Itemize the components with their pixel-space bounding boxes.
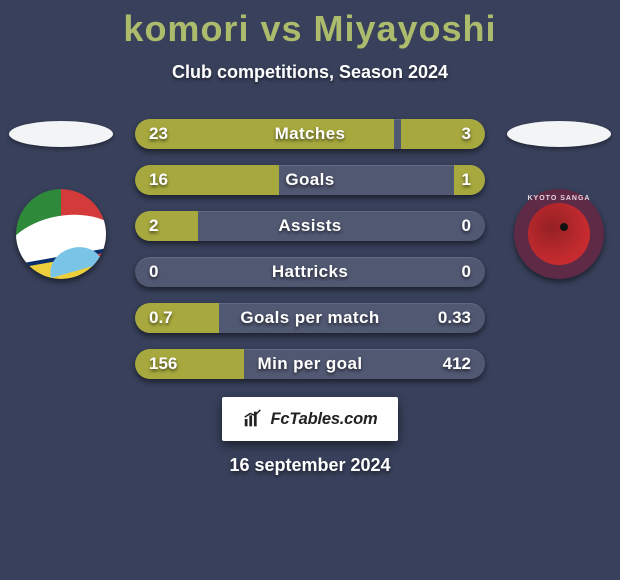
stat-label: Matches [275,124,346,144]
stat-value-right: 412 [443,354,471,374]
stat-fill-left [135,211,198,241]
stat-value-left: 2 [149,216,158,236]
chart-icon [242,408,264,430]
right-crest-inner [528,203,590,265]
stat-value-left: 156 [149,354,177,374]
stat-row: 0.7 Goals per match 0.33 [135,303,485,333]
stat-row: 2 Assists 0 [135,211,485,241]
right-player-col: KYOTO SANGA [504,119,614,279]
infographic-root: komori vs Miyayoshi Club competitions, S… [0,0,620,476]
stat-label: Hattricks [272,262,348,282]
stat-value-right: 0.33 [438,308,471,328]
stat-row: 16 Goals 1 [135,165,485,195]
stat-value-left: 0.7 [149,308,173,328]
stat-row: 23 Matches 3 [135,119,485,149]
left-player-col [6,119,116,279]
stat-label: Assists [278,216,341,236]
lion-mane [528,203,590,265]
page-subtitle: Club competitions, Season 2024 [0,62,620,83]
brand-badge[interactable]: FcTables.com [222,397,398,441]
right-team-crest: KYOTO SANGA [514,189,604,279]
main-row: 23 Matches 3 16 Goals 1 2 Assists 0 0 Hattricks 0 0.… [0,119,620,395]
infographic-date: 16 september 2024 [0,455,620,476]
stat-value-right: 1 [462,170,471,190]
stat-value-right: 0 [462,216,471,236]
stat-label: Goals [285,170,334,190]
stat-fill-left [135,119,394,149]
stat-value-right: 0 [462,262,471,282]
left-player-oval [9,121,113,147]
stat-fill-left [135,303,219,333]
left-team-crest [16,189,106,279]
stat-label: Goals per match [240,308,379,328]
lion-eye [560,223,568,231]
stat-fill-right [401,119,485,149]
stat-label: Min per goal [258,354,363,374]
stat-value-left: 0 [149,262,158,282]
brand-text: FcTables.com [270,410,377,429]
stat-row: 156 Min per goal 412 [135,349,485,379]
page-title: komori vs Miyayoshi [0,8,620,50]
right-crest-label: KYOTO SANGA [514,195,604,202]
stats-bars: 23 Matches 3 16 Goals 1 2 Assists 0 0 Hattricks 0 0.… [125,119,495,395]
stat-value-right: 3 [462,124,471,144]
stat-value-left: 16 [149,170,168,190]
stat-row: 0 Hattricks 0 [135,257,485,287]
right-player-oval [507,121,611,147]
stat-value-left: 23 [149,124,168,144]
